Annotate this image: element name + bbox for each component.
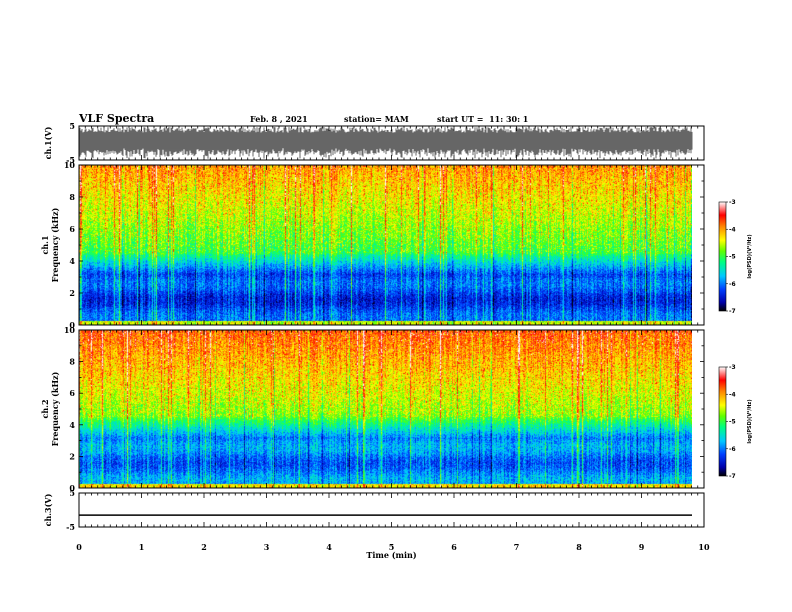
colorbar-tick-label: -5: [729, 254, 736, 261]
y-tick-label: 8: [69, 192, 75, 202]
colorbar-tick-label: -3: [729, 364, 736, 371]
y-tick-label: 5: [69, 488, 75, 498]
x-tick-label: 9: [639, 542, 645, 552]
x-tick-label: 3: [264, 542, 270, 552]
start-time-label: start UT = 11: 30: 1: [437, 114, 529, 124]
x-tick-label: 2: [201, 542, 207, 552]
y-tick-label: 6: [69, 224, 75, 234]
y-tick-label: 10: [64, 160, 76, 170]
y-tick-label: 6: [69, 388, 75, 398]
ch1-spectrogram-ylabel: ch.1: [40, 235, 50, 254]
ch1-spectrogram-colorbar-label: log(PSD)(V²/Hz): [747, 234, 753, 278]
x-tick-label: 5: [389, 542, 395, 552]
ch2-spectrogram-colorbar: [718, 366, 727, 477]
ch2-spectrogram-ylabel2: Frequency (kHz): [50, 371, 60, 446]
colorbar-tick-label: -3: [729, 199, 736, 206]
ch1-waveform-ylabel: ch.1(V): [43, 126, 53, 159]
colorbar-tick-label: -7: [729, 308, 736, 315]
x-tick-label: 0: [76, 542, 82, 552]
ch3-waveform-ylabel: ch.3(V): [43, 493, 53, 526]
colorbar-tick-label: -6: [729, 446, 736, 453]
ch2-spectrogram-image: [79, 330, 692, 488]
x-tick-label: 4: [326, 542, 332, 552]
figure-title: VLF Spectra: [79, 112, 155, 125]
ch1-spectrogram-colorbar: [718, 201, 727, 312]
ch1-spectrogram-image: [79, 165, 692, 325]
y-tick-label: 10: [64, 325, 76, 335]
colorbar-tick-label: -4: [729, 391, 736, 398]
colorbar-tick-label: -4: [729, 226, 736, 233]
colorbar-tick-label: -6: [729, 281, 736, 288]
x-axis-label: Time (min): [366, 550, 416, 560]
ch1-spectrogram-ylabel2: Frequency (kHz): [50, 207, 60, 282]
x-tick-label: 8: [576, 542, 582, 552]
y-tick-label: 0: [69, 483, 75, 493]
y-tick-label: -5: [66, 155, 75, 165]
y-tick-label: 8: [69, 357, 75, 367]
ch2-spectrogram-colorbar-label: log(PSD)(V²/Hz): [747, 399, 753, 443]
colorbar-tick-label: -5: [729, 419, 736, 426]
ch2-spectrogram-ylabel: ch.2: [40, 399, 50, 418]
ch3-waveform-frame: [78, 492, 705, 528]
y-tick-label: -5: [66, 522, 75, 532]
x-tick-label: 6: [451, 542, 457, 552]
y-tick-label: 4: [69, 420, 75, 430]
y-tick-label: 4: [69, 256, 75, 266]
y-tick-label: 5: [69, 121, 75, 131]
x-tick-label: 7: [514, 542, 520, 552]
y-tick-label: 2: [69, 451, 75, 461]
station-label: station= MAM: [344, 114, 409, 124]
colorbar-tick-label: -7: [729, 473, 736, 480]
x-tick-label: 1: [139, 542, 145, 552]
x-tick-label: 10: [698, 542, 710, 552]
y-tick-label: 0: [69, 320, 75, 330]
date-label: Feb. 8 , 2021: [250, 114, 308, 124]
y-tick-label: 2: [69, 288, 75, 298]
ch1-waveform-trace: [78, 127, 693, 159]
